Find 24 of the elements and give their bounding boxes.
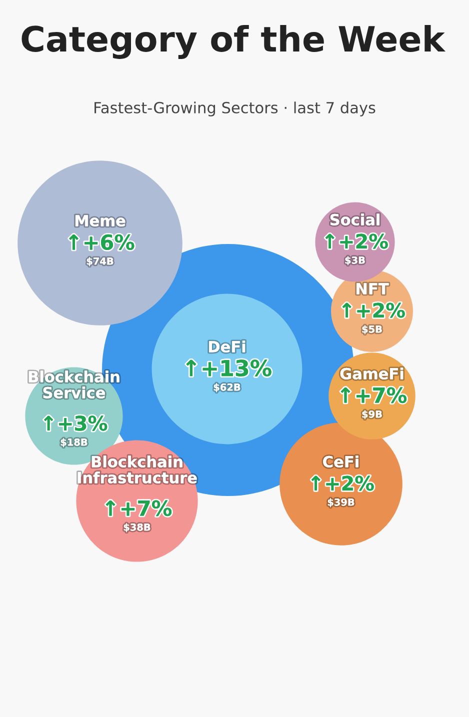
data-label: ↑+2% <box>325 234 388 249</box>
category-label: Social <box>330 214 380 226</box>
data-label: ↑+6% <box>69 234 134 250</box>
data-label: $74B <box>86 257 114 266</box>
text: Category of the Week <box>22 25 446 59</box>
category-label: CeFi <box>323 456 358 468</box>
category-label: DeFi <box>209 340 246 352</box>
data-label: $18B <box>60 438 88 448</box>
category-label: NFT <box>356 283 389 294</box>
data-label: ↑+13% <box>186 360 272 376</box>
data-label: $38B <box>124 523 150 532</box>
data-label: $39B <box>328 498 354 508</box>
data-label: ↑+2% <box>342 302 405 318</box>
category-label: Meme <box>75 215 126 226</box>
data-label: $5B <box>362 325 382 334</box>
data-label: ↑+7% <box>106 500 172 516</box>
data-label: ↑+7% <box>340 387 407 404</box>
data-label: $62B <box>214 383 240 392</box>
data-label: ↑+2% <box>311 476 374 491</box>
data-label: $3B <box>345 256 365 266</box>
category-label: GameFi <box>340 368 404 380</box>
data-label: ↑+3% <box>44 416 108 431</box>
data-label: $9B <box>362 410 382 420</box>
text: Fastest-Growing Sectors · last 7 days <box>94 102 376 116</box>
